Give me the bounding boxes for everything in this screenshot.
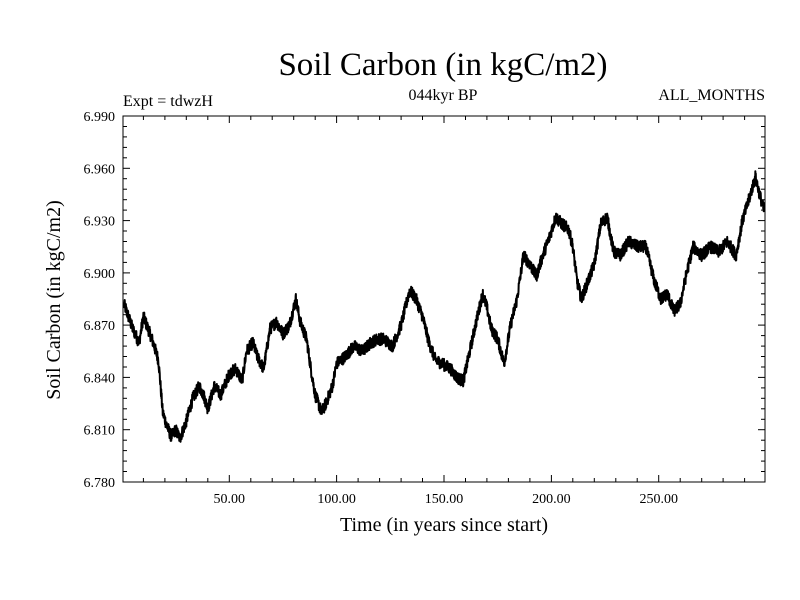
chart-title: Soil Carbon (in kgC/m2) [278,47,607,83]
y-tick-label: 6.870 [84,319,116,334]
experiment-label: Expt = tdwzH [123,93,213,110]
x-tick-label: 100.00 [317,492,356,507]
x-tick-label: 50.00 [214,492,246,507]
chart-subtitle: 044kyr BP [409,87,478,104]
y-tick-label: 6.840 [84,371,116,386]
y-tick-label: 6.960 [84,162,116,177]
months-label: ALL_MONTHS [658,87,765,104]
x-tick-label: 200.00 [532,492,571,507]
series-line-soil-carbon [123,170,765,443]
x-tick-label: 250.00 [639,492,678,507]
y-tick-label: 6.990 [84,110,116,125]
y-tick-label: 6.810 [84,424,116,439]
y-tick-label: 6.780 [84,476,116,491]
x-axis-title: Time (in years since start) [340,514,548,536]
y-axis: 6.780 6.810 6.840 6.870 6.900 6.930 6.960 6.990 [84,110,765,491]
plot-frame [122,115,766,483]
x-tick-label: 150.00 [425,492,464,507]
y-tick-label: 6.930 [84,215,116,230]
x-axis: 50.00 100.00 150.00 200.00 250.00 [142,116,746,507]
y-axis-title: Soil Carbon (in kgC/m2) [43,200,65,399]
y-tick-label: 6.900 [84,267,116,282]
